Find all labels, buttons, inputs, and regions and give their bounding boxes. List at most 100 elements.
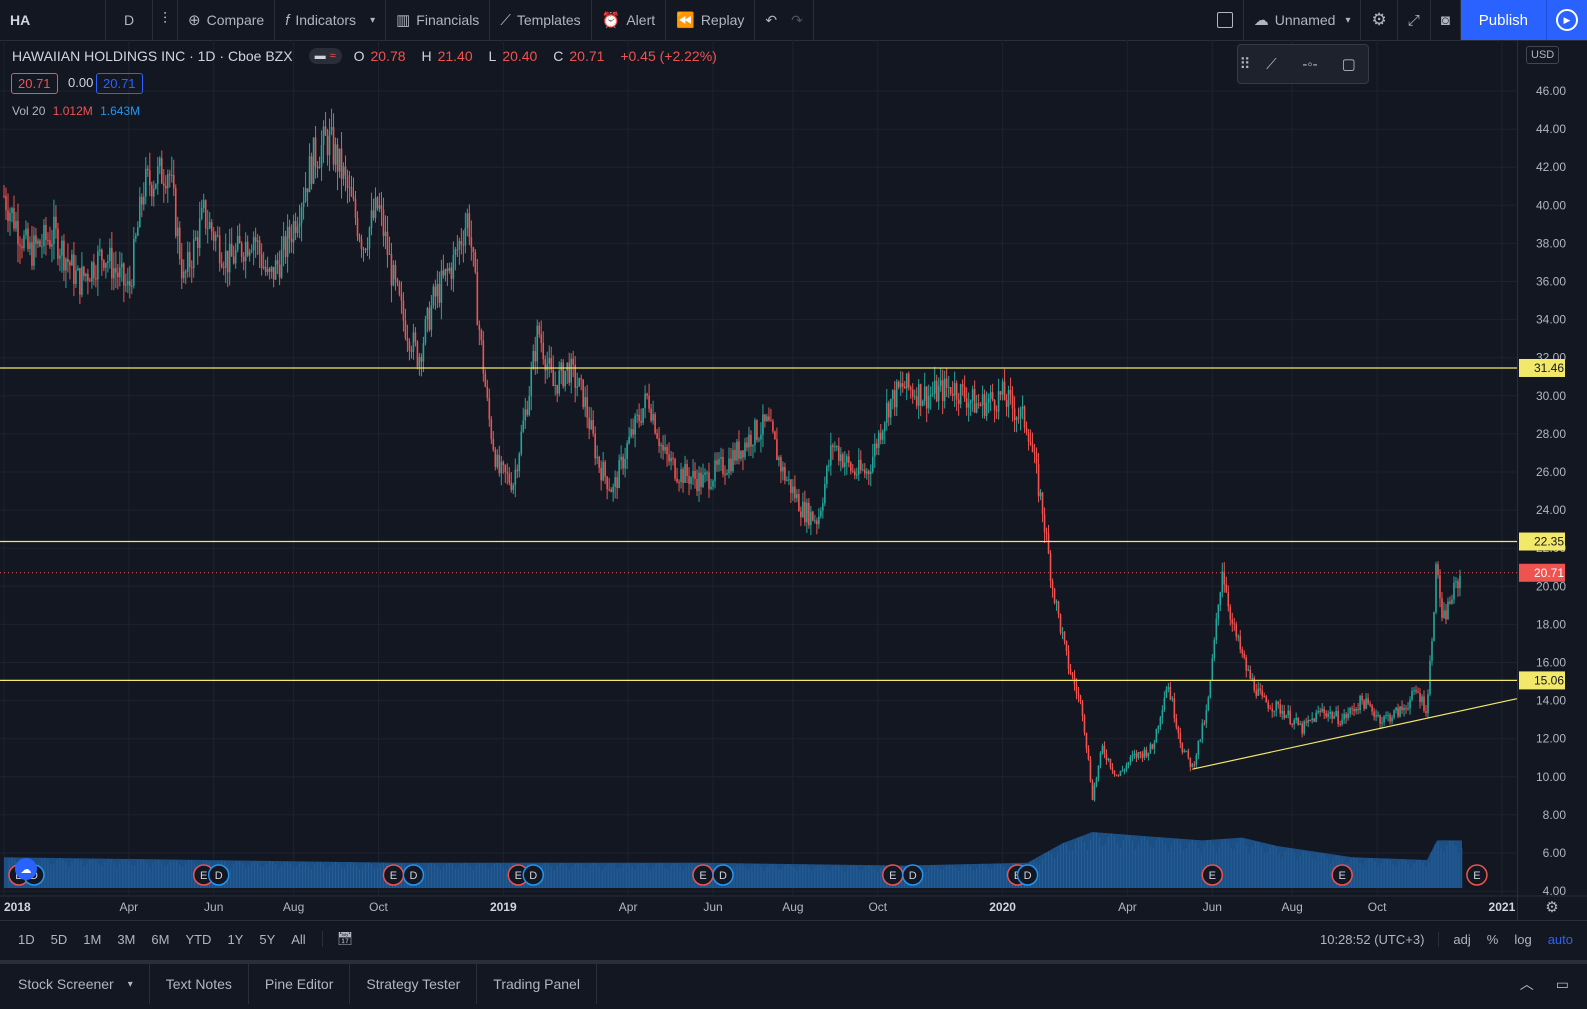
candle-body xyxy=(786,479,788,481)
candle-body xyxy=(67,258,69,263)
price-chart[interactable]: 4.00 6.00 8.00 10.00 12.00 14.00 16.00 18.00 20.… xyxy=(0,40,1587,920)
publish-button[interactable]: Publish xyxy=(1460,0,1546,40)
candle-body xyxy=(933,380,936,394)
candle-body xyxy=(634,415,636,435)
candle-body xyxy=(1251,678,1254,680)
candle-body xyxy=(564,370,567,387)
range-3m[interactable]: 3M xyxy=(117,931,136,947)
redo-icon[interactable]: ↷ xyxy=(791,11,803,28)
tab-text-notes[interactable]: Text Notes xyxy=(150,964,249,1004)
candle-body xyxy=(1195,755,1198,765)
range-6m[interactable]: 6M xyxy=(151,931,170,947)
trend-line-icon[interactable]: ⟋ xyxy=(1266,55,1277,73)
tab-pine-editor[interactable]: Pine Editor xyxy=(249,964,351,1004)
adj-toggle[interactable]: adj xyxy=(1438,931,1478,947)
candle-body xyxy=(1263,696,1266,698)
symbol-search[interactable]: HA xyxy=(0,0,106,40)
bid-price[interactable]: 20.71 xyxy=(11,73,58,94)
range-1d[interactable]: 1D xyxy=(18,931,35,947)
horizontal-line-icon[interactable]: -◦- xyxy=(1302,55,1318,73)
ask-price[interactable]: 20.71 xyxy=(96,73,143,94)
log-toggle[interactable]: log xyxy=(1514,931,1532,947)
range-ytd[interactable]: YTD xyxy=(185,931,212,947)
candle-body xyxy=(328,130,331,156)
candle-body xyxy=(917,384,920,406)
tab-trading-panel[interactable]: Trading Panel xyxy=(477,964,597,1004)
range-5d[interactable]: 5D xyxy=(50,931,68,947)
stream-button[interactable]: ▶ xyxy=(1546,0,1587,40)
range-1y[interactable]: 1Y xyxy=(227,931,244,947)
maximize-icon[interactable]: ▭ xyxy=(1555,975,1569,992)
undo-icon[interactable]: ↶ xyxy=(765,11,778,28)
candle-body xyxy=(63,240,65,271)
candle-body xyxy=(937,385,940,402)
candle-body xyxy=(1069,668,1072,674)
candle-body xyxy=(9,212,11,221)
compare-button[interactable]: ⊕ Compare xyxy=(178,0,276,40)
candle-body xyxy=(865,471,868,474)
candle-body xyxy=(660,444,662,447)
candle-body xyxy=(606,476,608,490)
interval-button[interactable]: D xyxy=(106,0,153,40)
tab-stock-screener[interactable]: Stock Screener ▾ xyxy=(0,964,150,1004)
layout-name-button[interactable]: ☁ Unnamed ▾ xyxy=(1244,0,1362,40)
candle-body xyxy=(340,148,343,180)
candle-body xyxy=(1017,417,1020,419)
play-icon: ▶ xyxy=(1556,9,1578,31)
candle-body xyxy=(820,510,822,517)
legend-toggle[interactable]: ▬ ≈ xyxy=(308,48,342,64)
candle-body xyxy=(256,240,259,242)
settings-button[interactable]: ⚙ xyxy=(1361,0,1398,40)
drag-handle-icon[interactable]: ⠿ xyxy=(1239,56,1251,73)
candle-body xyxy=(814,520,816,522)
candle-body xyxy=(1169,686,1172,700)
currency-label[interactable]: USD xyxy=(1526,46,1560,64)
layout-toggle[interactable] xyxy=(1207,0,1244,40)
candle-body xyxy=(33,235,35,266)
clock[interactable]: 10:28:52 (UTC+3) xyxy=(1319,931,1425,947)
candle-body xyxy=(139,196,141,228)
candle-body xyxy=(1343,714,1345,720)
indicators-button[interactable]: f Indicators ▾ xyxy=(275,0,387,40)
candle-body xyxy=(1249,669,1252,679)
last-price-label-bg xyxy=(1519,563,1565,582)
candle-body xyxy=(378,205,381,209)
candle-body xyxy=(590,420,592,429)
range-all[interactable]: All xyxy=(291,931,306,947)
range-5y[interactable]: 5Y xyxy=(259,931,276,947)
candle-body xyxy=(760,434,762,440)
goto-date-icon[interactable]: 📅︎ xyxy=(321,931,362,947)
replay-button[interactable]: ⏪ Replay xyxy=(666,0,756,40)
rectangle-icon[interactable]: ▢ xyxy=(1341,56,1356,73)
candle-body xyxy=(664,447,666,451)
tab-strategy-tester[interactable]: Strategy Tester xyxy=(350,964,478,1004)
candle-body xyxy=(488,397,491,420)
range-1m[interactable]: 1M xyxy=(83,931,102,947)
candle-body xyxy=(320,144,323,167)
candle-body xyxy=(1129,756,1132,763)
fullscreen-button[interactable]: ⤢ xyxy=(1398,0,1431,40)
price-tick-label: 4.00 xyxy=(1543,884,1567,898)
candle-body xyxy=(646,393,648,396)
snapshot-button[interactable]: ◙ xyxy=(1431,0,1461,40)
candle-body xyxy=(1001,381,1004,395)
time-tick-label: Jun xyxy=(1203,900,1222,914)
chevron-down-icon: ▾ xyxy=(1345,14,1351,26)
candle-body xyxy=(542,342,545,360)
chart-type-button[interactable]: ⫶ xyxy=(153,0,179,40)
candle-body xyxy=(214,235,217,241)
alert-button[interactable]: ⏰ Alert xyxy=(592,0,667,40)
financials-button[interactable]: ▥ Financials xyxy=(386,0,491,40)
candle-body xyxy=(242,256,245,262)
candle-body xyxy=(388,253,391,255)
bar-chart-icon: ▥ xyxy=(396,12,411,29)
collapse-icon[interactable]: ︿ xyxy=(1519,976,1534,992)
candle-body xyxy=(41,246,43,248)
time-tick-label: Oct xyxy=(369,900,388,914)
candle-body xyxy=(1233,623,1236,625)
templates-button[interactable]: ⟋ Templates xyxy=(490,0,592,40)
percent-toggle[interactable]: % xyxy=(1486,931,1499,947)
candle-body xyxy=(1419,692,1421,703)
candle-body xyxy=(452,255,455,279)
auto-toggle[interactable]: auto xyxy=(1547,931,1573,947)
